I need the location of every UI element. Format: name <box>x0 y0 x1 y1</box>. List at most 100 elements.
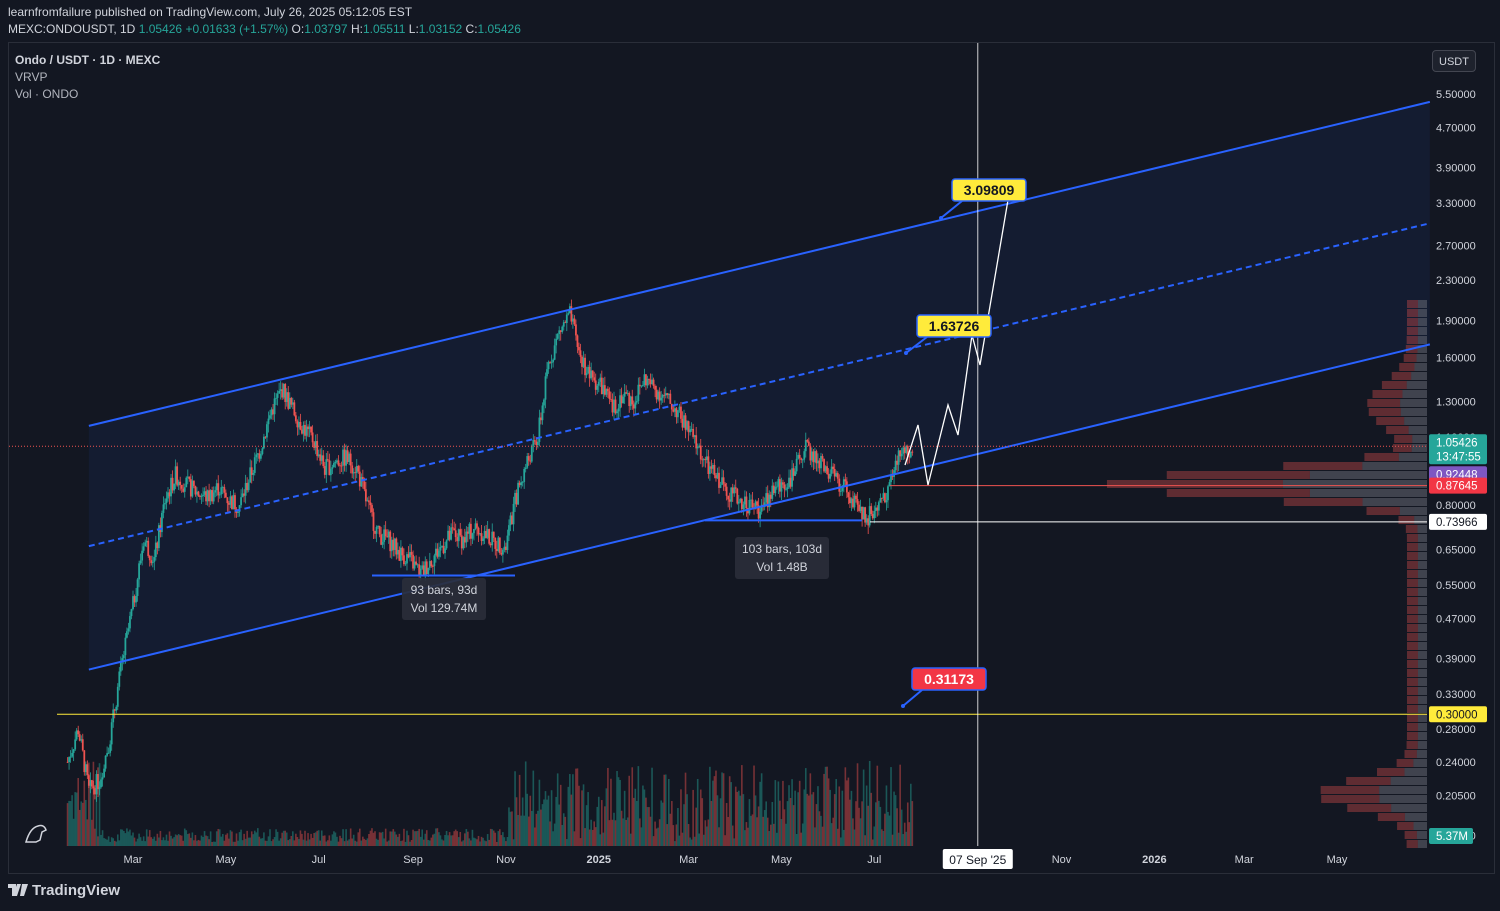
time-tick-label: Jul <box>312 854 326 866</box>
candle-body <box>293 402 296 416</box>
candle-body <box>607 388 609 392</box>
profile-bar-down <box>1381 381 1407 389</box>
profile-bar-up <box>1417 543 1427 551</box>
candle-body <box>118 671 121 687</box>
volume-bar <box>375 838 378 846</box>
volume-bar <box>92 761 95 846</box>
candle-body <box>177 481 180 486</box>
candle-body <box>899 450 902 457</box>
candle-body <box>856 499 859 505</box>
volume-bar <box>369 830 372 846</box>
profile-bar-up <box>1400 399 1427 407</box>
volume-bar <box>801 823 804 846</box>
candle-body <box>830 466 833 474</box>
profile-bar-down <box>1406 552 1418 560</box>
volume-bar <box>654 821 656 846</box>
profile-bar-down <box>1406 534 1418 542</box>
candle-body <box>326 459 329 461</box>
candle-body <box>288 397 291 409</box>
volume-bar <box>537 810 539 846</box>
candle-body <box>317 454 320 457</box>
chart-legend-title: Ondo / USDT · 1D · MEXC <box>15 53 161 67</box>
volume-bar <box>360 840 363 846</box>
candle-body <box>447 530 449 541</box>
volume-bar <box>453 831 455 846</box>
candle-body <box>249 467 252 483</box>
profile-bar-up <box>1417 723 1427 731</box>
profile-bar-up <box>1418 660 1427 668</box>
profile-bar-down <box>1407 633 1418 641</box>
profile-bar-down <box>1283 498 1363 506</box>
volume-bar <box>827 778 830 846</box>
candle-body <box>605 388 608 395</box>
candle-body <box>127 628 130 632</box>
candle-body <box>731 487 734 494</box>
price-tick-label: 3.90000 <box>1436 162 1476 174</box>
profile-bar-down <box>1106 480 1283 488</box>
candle-body <box>238 505 241 512</box>
volume-bar <box>675 824 678 846</box>
profile-bar-up <box>1417 732 1427 740</box>
volume-bar <box>445 830 448 846</box>
candle-body <box>372 512 375 531</box>
currency-button[interactable]: USDT <box>1432 50 1476 72</box>
volume-bar <box>401 840 404 846</box>
time-tick-label: 2025 <box>587 854 611 866</box>
candle-body <box>844 479 847 482</box>
volume-bar <box>206 836 209 846</box>
volume-bar <box>862 769 865 846</box>
candle-body <box>308 426 311 430</box>
volume-bar <box>503 837 506 846</box>
volume-bar <box>225 834 227 846</box>
time-tick-label: May <box>771 854 792 866</box>
candle-body <box>167 492 169 499</box>
candle-body <box>138 563 140 580</box>
candle-body <box>712 464 714 469</box>
candle-body <box>536 441 539 446</box>
volume-bar <box>228 838 230 846</box>
volume-bar <box>316 830 318 846</box>
candle-body <box>436 548 439 557</box>
time-tick-label: May <box>215 854 236 866</box>
volume-bar <box>549 821 551 846</box>
profile-bar-down <box>1407 606 1418 614</box>
volume-bar <box>509 811 512 846</box>
volume-bar <box>512 839 515 846</box>
candle-body <box>803 451 806 460</box>
chart-pane[interactable] <box>8 42 1495 874</box>
volume-bar <box>712 780 714 846</box>
candle-body <box>147 540 150 556</box>
candle-body <box>687 421 690 433</box>
volume-bar <box>348 839 350 846</box>
volume-bar <box>476 839 478 846</box>
candle-body <box>670 403 673 410</box>
volume-bar <box>693 836 696 846</box>
volume-bar <box>186 834 189 846</box>
candle-body <box>628 393 631 407</box>
candle-body <box>301 429 303 434</box>
candle-body <box>514 492 516 504</box>
volume-bar <box>745 822 748 846</box>
candle-body <box>94 788 96 795</box>
volume-bar <box>148 830 151 846</box>
volume-bar <box>485 841 487 846</box>
candle-body <box>736 488 739 504</box>
profile-bar-up <box>1413 822 1427 830</box>
volume-bar <box>261 838 264 846</box>
candle-body <box>270 409 273 416</box>
volume-bar <box>499 829 501 846</box>
volume-bar <box>830 823 833 846</box>
high-value: 1.05511 <box>362 22 406 36</box>
vrvp-legend[interactable]: VRVP <box>15 70 48 84</box>
volume-bar <box>132 832 134 846</box>
volume-bar <box>113 840 116 846</box>
volume-bar <box>406 830 408 846</box>
candle-body <box>488 529 491 544</box>
volume-bar <box>558 804 560 846</box>
profile-bar-up <box>1418 624 1427 632</box>
volume-bar <box>628 775 631 846</box>
volume-bar <box>529 795 532 846</box>
candle-body <box>826 466 828 474</box>
volume-legend[interactable]: Vol · ONDO <box>15 87 79 101</box>
